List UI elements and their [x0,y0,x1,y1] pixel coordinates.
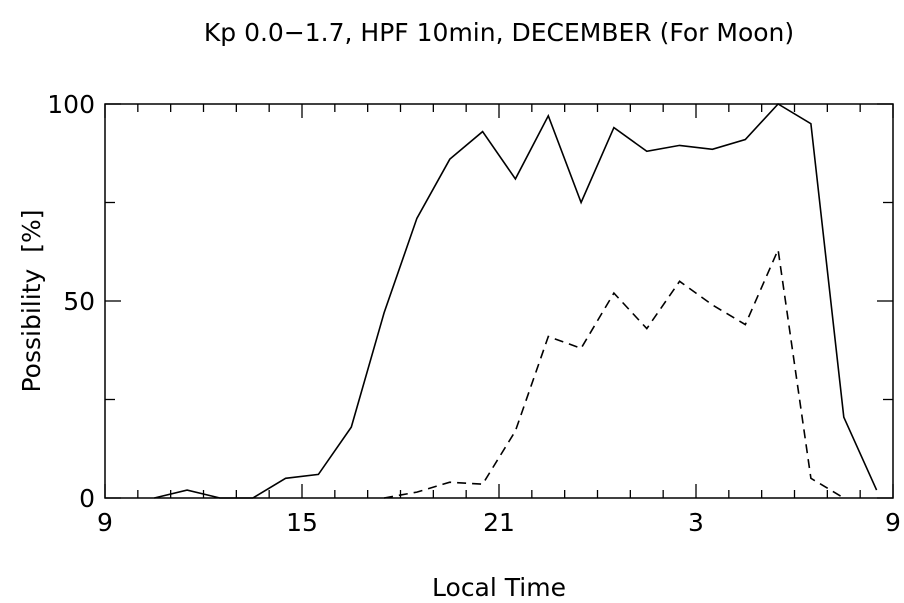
x-axis-label: Local Time [432,573,566,602]
series-line-dashed [383,246,845,499]
y-axis-label-group: Possibility [%] [17,209,46,392]
svg-text:Possibility [%]: Possibility [%] [17,209,46,392]
y-tick-labels: 0 50 100 [47,90,95,513]
plot-frame [104,103,894,499]
y-axis-unit: % [17,219,46,243]
y-axis-unit-close-bracket: ] [17,209,46,219]
y-tick-label: 0 [79,484,95,513]
x-tick-label: 21 [483,508,515,537]
chart-title: Kp 0.0−1.7, HPF 10min, DECEMBER (For Moo… [204,18,794,47]
series-line-solid [154,102,878,499]
x-tick-label: 9 [97,508,113,537]
y-axis-unit-open-bracket: [ [17,243,46,253]
axis-ticks [104,103,894,499]
y-tick-label: 50 [63,287,95,316]
y-tick-label: 100 [47,90,95,119]
y-axis-label: Possibility [17,269,46,393]
series-group [154,102,878,499]
x-tick-labels: 9 15 21 3 9 [97,508,901,537]
x-tick-label: 3 [688,508,704,537]
x-tick-label: 15 [286,508,318,537]
x-tick-label: 9 [885,508,901,537]
